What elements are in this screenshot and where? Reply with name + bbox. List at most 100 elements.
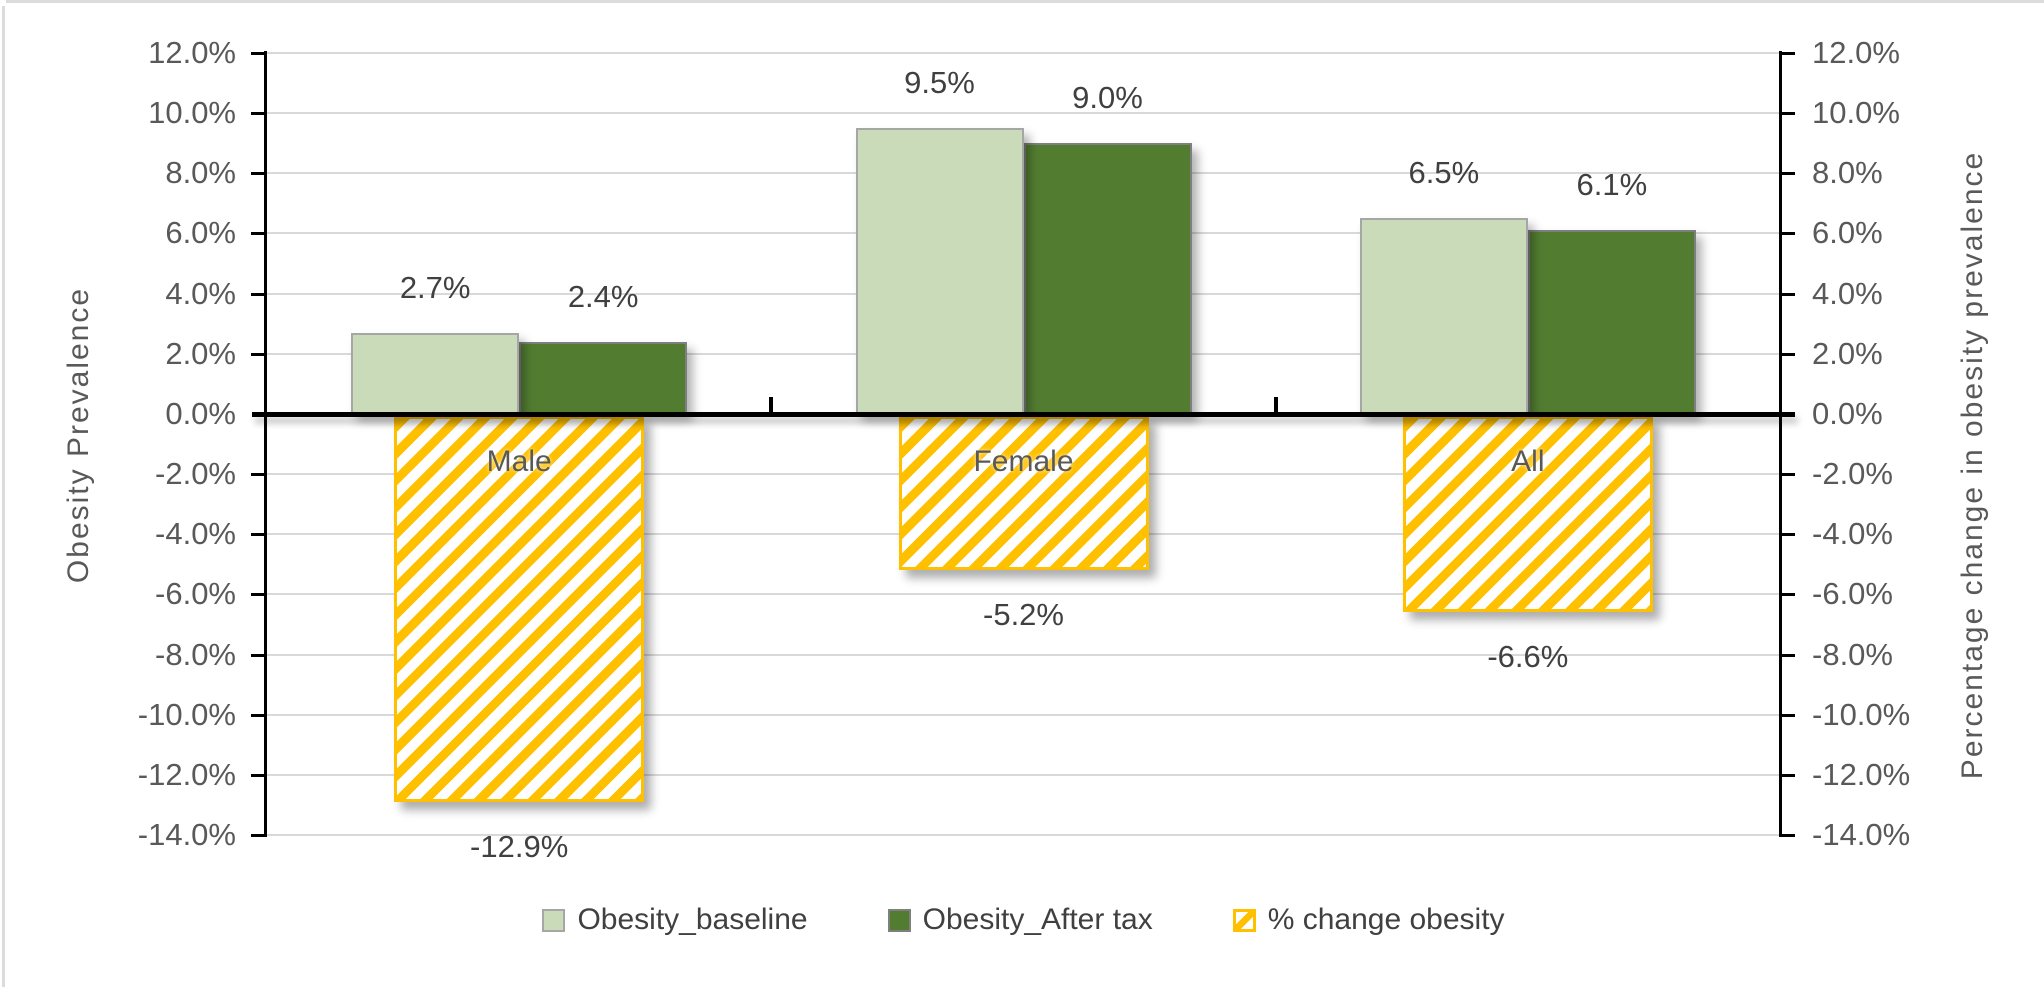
right-axis-tick [1781,653,1795,657]
left-axis-tick-label: 2.0% [165,335,236,371]
legend-label-obesity-baseline: Obesity_baseline [577,903,808,936]
zero-axis-line [252,411,1795,417]
right-axis-tick-label: 4.0% [1812,275,1883,311]
data-label: 2.4% [567,278,639,314]
right-axis-tick-label: -8.0% [1812,636,1893,672]
left-axis-tick-label: -8.0% [155,636,236,672]
right-axis-tick-label: -12.0% [1812,756,1911,792]
left-axis-tick [251,713,265,717]
right-axis-title: Percentage change in obesity prevalence [1956,150,1989,780]
page-edge-top [6,0,2044,3]
page-edge-left [2,6,5,987]
right-axis-tick [1781,593,1795,597]
left-axis-tick [251,52,265,55]
data-label: 9.0% [1072,80,1143,116]
left-axis-tick [251,533,265,537]
left-axis-tick [251,292,265,296]
right-axis-tick-label: 0.0% [1812,395,1883,431]
right-axis-tick-label: 2.0% [1812,335,1883,371]
legend-item-change-obesity: % change obesity [1232,902,1505,938]
bar-obesity-baseline-all [1359,218,1528,414]
left-axis-tick-label: 12.0% [148,35,236,70]
category-label-female: Female [973,445,1074,478]
right-axis-tick [1781,834,1795,837]
left-axis-tick [251,473,265,477]
right-axis-tick [1781,473,1795,477]
left-axis-tick-label: 6.0% [165,215,236,251]
bar-change-obesity-male [394,415,645,802]
data-label: 6.5% [1408,155,1480,191]
left-axis-tick [251,112,265,116]
right-axis-tick [1781,172,1795,176]
left-axis-tick [251,834,265,837]
gridline [267,653,1780,656]
right-axis-tick-label: 12.0% [1812,35,1900,70]
legend-label-obesity-after-tax: Obesity_After tax [922,903,1153,936]
left-axis-line [264,51,267,837]
data-label: -6.6% [1487,639,1569,675]
right-axis-tick-label: 10.0% [1812,95,1900,131]
bar-change-obesity-female [898,415,1149,571]
right-axis-tick-label: 8.0% [1812,155,1883,191]
right-axis-tick-label: -4.0% [1812,516,1893,552]
right-axis-tick-label: -2.0% [1812,456,1893,492]
legend-label-change-obesity: % change obesity [1267,903,1505,936]
left-axis-tick-label: 0.0% [165,395,236,431]
left-axis-tick [251,232,265,236]
right-axis-tick-label: -14.0% [1812,817,1911,852]
left-axis-tick-label: -12.0% [137,756,236,792]
right-axis-tick [1781,533,1795,537]
left-axis-title: Obesity Prevalence [62,286,95,584]
bar-obesity-after-tax-all [1527,230,1696,414]
gridline [267,773,1780,776]
left-axis-tick-label: 10.0% [148,95,236,131]
left-axis-tick [251,352,265,356]
gridline [267,52,1780,54]
left-axis-tick-label: -14.0% [137,817,236,852]
bar-obesity-baseline-female [855,128,1024,414]
left-axis-tick-label: 4.0% [165,275,236,311]
legend-key-change-obesity [1232,908,1256,932]
legend-item-obesity-baseline: Obesity_baseline [542,902,808,938]
category-label-all: All [1511,445,1545,478]
gridline [267,112,1780,115]
left-axis-tick-label: -2.0% [155,456,236,492]
gridline [267,713,1780,716]
category-axis-tick [1273,396,1278,412]
data-label: -12.9% [470,828,569,864]
right-axis-tick [1781,352,1795,356]
right-axis-tick [1781,112,1795,116]
data-label: -5.2% [983,597,1064,633]
gridline [267,593,1780,596]
bar-obesity-after-tax-female [1023,143,1192,414]
legend-key-obesity-baseline [542,908,566,932]
left-axis-tick [251,593,265,597]
left-axis-tick [251,653,265,657]
right-axis-tick [1781,713,1795,717]
bar-change-obesity-all [1402,415,1653,613]
data-label: 6.1% [1576,167,1648,203]
data-label: 9.5% [904,65,975,101]
right-axis-line [1779,51,1782,837]
legend-key-obesity-after-tax [887,908,911,932]
right-axis-tick-label: 6.0% [1812,215,1883,251]
left-axis-tick-label: -4.0% [155,516,236,552]
bar-obesity-after-tax-male [519,341,688,414]
gridline [267,834,1780,836]
right-axis-tick [1781,232,1795,236]
right-axis-tick-label: -10.0% [1812,696,1911,732]
right-axis-tick [1781,52,1795,55]
data-label: 2.7% [399,269,471,305]
legend: Obesity_baseline Obesity_After tax % chang… [267,897,1780,943]
left-axis-tick-label: -6.0% [155,576,236,612]
bar-obesity-baseline-male [351,332,520,414]
right-axis-tick [1781,773,1795,777]
category-label-male: Male [486,445,552,478]
right-axis-tick-label: -6.0% [1812,576,1893,612]
left-axis-tick-label: 8.0% [165,155,236,191]
category-axis-tick [769,396,774,412]
right-axis-tick [1781,292,1795,296]
left-axis-tick-label: -10.0% [137,696,236,732]
legend-item-obesity-after-tax: Obesity_After tax [887,902,1153,938]
